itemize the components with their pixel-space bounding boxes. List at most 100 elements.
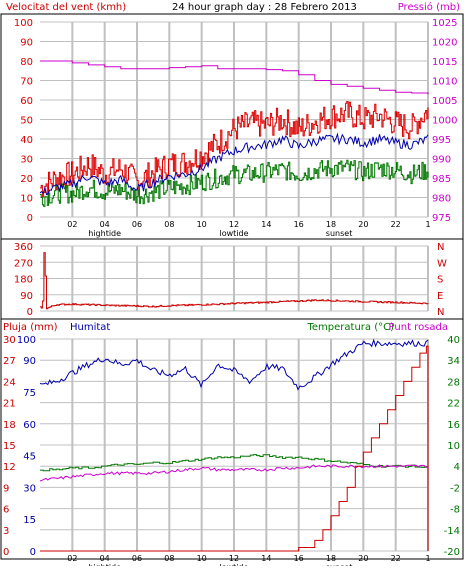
x-tick-label: 22 — [391, 220, 401, 229]
x-tick-label: 04 — [100, 554, 110, 563]
pressure-axis-title: Pressió (mb) — [398, 1, 460, 13]
x-tick-label: 08 — [164, 220, 174, 229]
x-event-label: sunset — [326, 229, 353, 238]
rain-line — [40, 345, 429, 552]
x-tick-label: 20 — [358, 554, 368, 563]
temperature-y-tick-label: -8 — [450, 505, 460, 516]
chart-dynamic-layer: 0102030405060708090100975980985990995100… — [3, 18, 460, 570]
pressure-line — [40, 60, 429, 95]
x-tick-label: 16 — [294, 220, 304, 229]
direction-y-tick-label: 90 — [20, 291, 33, 302]
rain-y-tick-label: 3 — [3, 526, 9, 537]
direction-compass-label: W — [437, 258, 447, 269]
wind-y-tick-label: 80 — [20, 57, 33, 68]
rain-y-tick-label: 15 — [3, 441, 16, 452]
direction-compass-label: S — [437, 275, 443, 286]
wind-y-tick-label: 70 — [20, 77, 33, 88]
humidity-y-tick-label: 0 — [30, 547, 36, 558]
humidity-axis-title: Humitat — [70, 322, 110, 333]
x-tick-label: 04 — [100, 220, 110, 229]
x-tick-label: 08 — [164, 554, 174, 563]
pressure-y-tick-label: 980 — [432, 194, 451, 205]
wind-y-tick-label: 90 — [20, 38, 33, 49]
humidity-y-tick-label: 30 — [23, 483, 36, 494]
wind-low-line — [40, 159, 429, 207]
x-tick-label: 02 — [67, 554, 77, 563]
temperature-y-tick-label: -20 — [444, 547, 460, 558]
humidity-y-tick-label: 75 — [23, 388, 36, 399]
temperature-y-tick-label: 28 — [447, 377, 460, 388]
temperature-y-tick-label: 22 — [447, 399, 460, 410]
x-tick-label: 10 — [197, 220, 207, 229]
wind-average-line — [39, 132, 429, 196]
wind-y-tick-label: 40 — [20, 135, 33, 146]
pressure-y-tick-label: 985 — [432, 174, 451, 185]
temperature-axis-title: Temperatura (°C) — [306, 322, 394, 333]
x-tick-label: 1 — [425, 554, 430, 563]
pressure-y-tick-label: 1000 — [432, 116, 457, 127]
x-tick-label: 14 — [261, 554, 271, 563]
temperature-y-tick-label: 34 — [447, 356, 460, 367]
pressure-y-tick-label: 1005 — [432, 96, 457, 107]
pressure-y-tick-label: 1015 — [432, 57, 457, 68]
humidity-y-tick-label: 15 — [23, 515, 36, 526]
x-tick-label: 14 — [261, 220, 271, 229]
x-tick-label: 12 — [229, 554, 239, 563]
humidity-y-tick-label: 100 — [17, 335, 36, 346]
direction-y-tick-label: 0 — [27, 307, 33, 318]
x-event-label: lowtide — [219, 229, 248, 238]
x-tick-label: 02 — [67, 220, 77, 229]
pressure-y-tick-label: 1025 — [432, 18, 457, 29]
rain-axis-title: Pluja (mm) — [3, 322, 58, 333]
temperature-y-tick-label: 4 — [454, 462, 460, 473]
rain-y-tick-label: 12 — [3, 462, 16, 473]
x-tick-label: 18 — [326, 220, 336, 229]
pressure-y-tick-label: 1010 — [432, 77, 457, 88]
temperature-y-tick-label: -2 — [450, 483, 460, 494]
x-tick-label: 20 — [358, 220, 368, 229]
direction-compass-label: N — [437, 307, 444, 318]
panel-frame-bottom — [0, 318, 464, 560]
wind-y-tick-label: 0 — [27, 213, 33, 224]
pressure-y-tick-label: 995 — [432, 135, 451, 146]
x-tick-label: 06 — [132, 220, 142, 229]
direction-compass-label: E — [437, 291, 443, 302]
x-tick-label: 12 — [229, 220, 239, 229]
rain-y-tick-label: 21 — [3, 399, 16, 410]
x-tick-label: 10 — [197, 554, 207, 563]
humidity-y-tick-label: 60 — [23, 420, 36, 431]
wind-y-tick-label: 10 — [20, 194, 33, 205]
temperature-y-tick-label: 10 — [447, 441, 460, 452]
humidity-y-tick-label: 90 — [23, 356, 36, 367]
x-tick-label: 16 — [294, 554, 304, 563]
pressure-y-tick-label: 990 — [432, 155, 451, 166]
x-tick-label: 06 — [132, 554, 142, 563]
humidity-line — [39, 338, 429, 391]
rain-y-tick-label: 30 — [3, 335, 16, 346]
x-tick-label: 1 — [425, 220, 430, 229]
x-tick-label: 22 — [391, 554, 401, 563]
wind-y-tick-label: 60 — [20, 96, 33, 107]
wind-speed-axis-title: Velocitat del vent (kmh) — [6, 2, 126, 13]
wind-direction-line — [40, 252, 429, 310]
direction-y-tick-label: 180 — [14, 275, 33, 286]
pressure-y-tick-label: 975 — [432, 213, 451, 224]
temperature-line — [40, 454, 429, 472]
dewpoint-axis-title: Punt rosada — [389, 322, 448, 333]
humidity-y-tick-label: 45 — [23, 452, 36, 463]
wind-y-tick-label: 50 — [20, 116, 33, 127]
pressure-y-tick-label: 1020 — [432, 38, 457, 49]
temperature-y-tick-label: 16 — [447, 420, 460, 431]
direction-compass-label: N — [437, 242, 444, 253]
rain-y-tick-label: 18 — [3, 420, 16, 431]
wind-y-tick-label: 30 — [20, 155, 33, 166]
rain-y-tick-label: 24 — [3, 377, 16, 388]
direction-y-tick-label: 270 — [14, 258, 33, 269]
chart-title: 24 hour graph day : 28 Febrero 2013 — [172, 2, 357, 13]
dewpoint-line — [39, 464, 429, 482]
x-tick-label: 18 — [326, 554, 336, 563]
temperature-y-tick-label: -14 — [444, 526, 460, 537]
wind-y-tick-label: 100 — [14, 18, 33, 29]
